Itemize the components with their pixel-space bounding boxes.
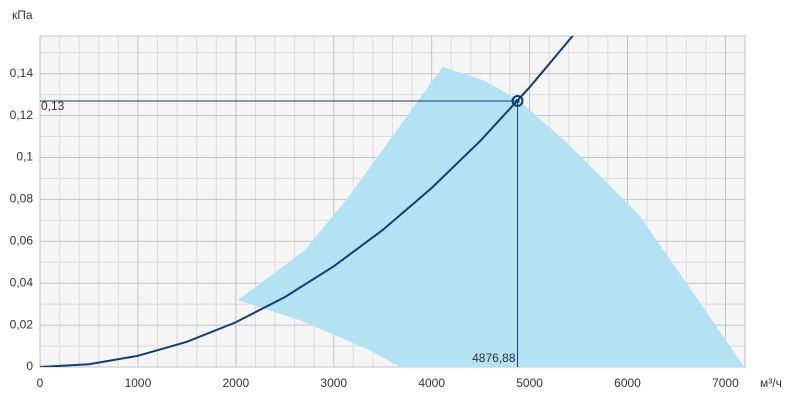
operating-point-dot [515,98,520,103]
labels: 0 1000 2000 3000 4000 5000 6000 7000 0 0,02 0,04 0,… [10,66,739,390]
system-curve [40,36,574,367]
plot-border [39,35,746,368]
y-tick-label: 0,02 [10,317,34,331]
y-tick-label: 0,06 [10,233,34,247]
point-x-label: 4876,88 [472,351,516,365]
y-tick-label: 0,14 [10,66,34,80]
y-tick-label: 0,1 [16,150,33,164]
x-tick-label: 7000 [712,376,739,390]
y-tick-label: 0 [26,359,33,373]
x-tick-label: 5000 [516,376,543,390]
x-tick-label: 3000 [320,376,347,390]
x-tick-label: 2000 [222,376,249,390]
x-tick-label: 1000 [125,376,152,390]
data-layer [40,36,745,367]
operating-point [511,94,524,107]
y-tick-label: 0,12 [10,108,34,122]
y-tick-label: 0,04 [10,275,34,289]
x-axis-label: м³/ч [760,376,782,390]
x-tick-label: 0 [37,376,44,390]
y-axis-label: кПа [12,8,33,22]
x-tick-label: 4000 [418,376,445,390]
y-tick-label: 0,08 [10,192,34,206]
operating-area [237,66,745,367]
x-tick-label: 6000 [614,376,641,390]
point-y-label: 0,13 [41,99,65,113]
